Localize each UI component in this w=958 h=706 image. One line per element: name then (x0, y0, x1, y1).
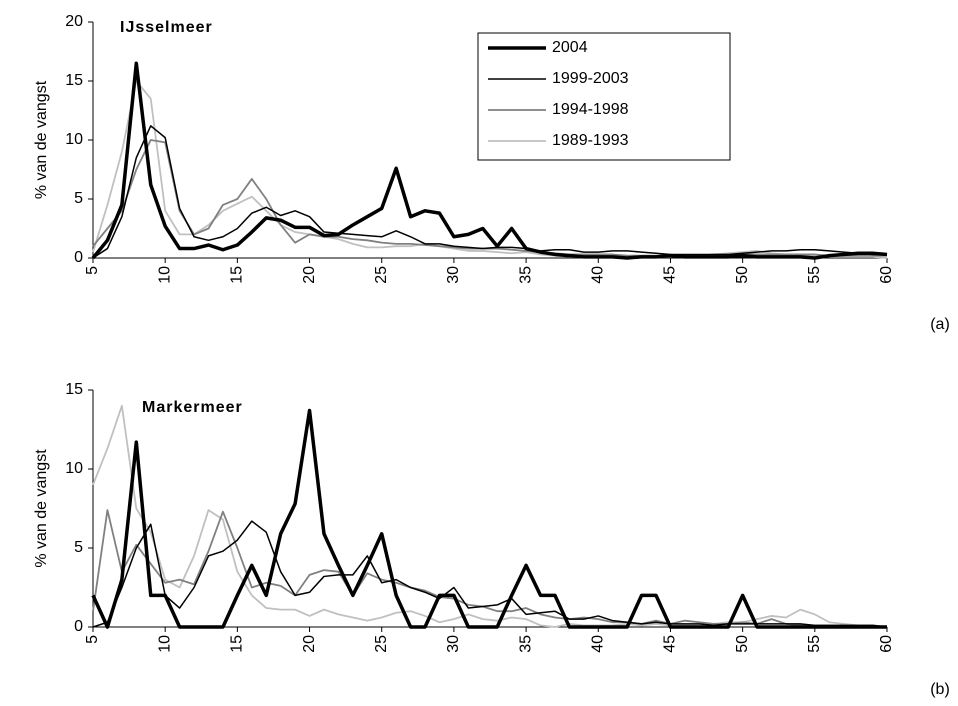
x-tick-label: 60 (878, 635, 895, 653)
y-tick-label: 15 (65, 381, 83, 398)
legend-box (477, 32, 731, 161)
y-tick-label: 5 (74, 190, 83, 207)
legend-label: 2004 (552, 39, 588, 56)
series-line (92, 404, 888, 628)
y-tick-label: 10 (65, 131, 83, 148)
y-tick-label: 10 (65, 460, 83, 477)
x-tick-label: 20 (301, 266, 318, 284)
x-tick-label: 5 (84, 266, 101, 275)
x-tick-label: 30 (445, 635, 462, 653)
x-tick-label: 10 (156, 635, 173, 653)
x-tick-label: 15 (229, 266, 246, 284)
chart-title: Markermeer (142, 399, 243, 416)
series-line (92, 125, 887, 259)
series-line (92, 80, 888, 259)
series-line (91, 408, 887, 629)
y-tick-label: 20 (65, 13, 83, 30)
x-tick-label: 55 (806, 266, 823, 284)
x-tick-label: 45 (662, 635, 679, 653)
series-line (91, 61, 888, 260)
panel-label: (a) (930, 316, 950, 333)
x-tick-label: 30 (445, 266, 462, 284)
legend-label: 1999-2003 (552, 70, 629, 87)
x-tick-label: 15 (229, 635, 246, 653)
series-line (92, 520, 888, 628)
x-tick-label: 60 (878, 266, 895, 284)
y-tick-label: 15 (65, 72, 83, 89)
legend-label: 1994-1998 (552, 101, 629, 118)
x-tick-label: 35 (517, 635, 534, 653)
x-tick-label: 5 (84, 635, 101, 644)
chart-title: IJsselmeer (120, 19, 213, 36)
y-axis-title: % van de vangst (33, 80, 50, 199)
x-tick-label: 40 (589, 266, 606, 284)
x-tick-label: 20 (301, 635, 318, 653)
y-tick-label: 0 (74, 618, 83, 635)
x-tick-label: 35 (517, 266, 534, 284)
x-tick-label: 40 (589, 635, 606, 653)
y-axis-title: % van de vangst (33, 449, 50, 568)
legend-label: 1989-1993 (552, 132, 629, 149)
y-tick-label: 0 (74, 249, 83, 266)
panel-label: (b) (930, 681, 950, 698)
x-tick-label: 25 (373, 266, 390, 284)
x-tick-label: 10 (156, 266, 173, 284)
x-tick-label: 50 (734, 635, 751, 653)
y-tick-label: 5 (74, 539, 83, 556)
x-tick-label: 45 (662, 266, 679, 284)
x-tick-label: 25 (373, 635, 390, 653)
x-tick-label: 55 (806, 635, 823, 653)
x-tick-label: 50 (734, 266, 751, 284)
series-line (92, 509, 888, 628)
